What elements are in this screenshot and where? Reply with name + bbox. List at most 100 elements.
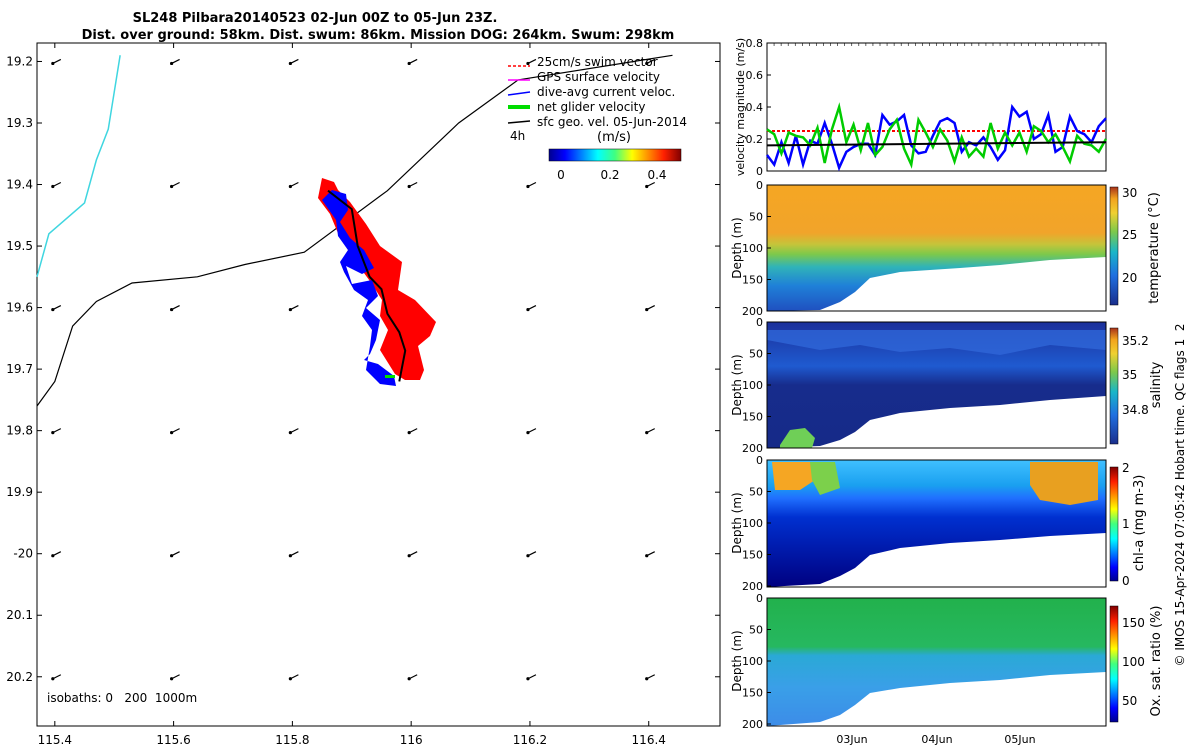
geostrophic-arrow-head [645,431,649,435]
geostrophic-arrow-head [526,554,530,558]
section-y-tick-label: 150 [742,274,763,287]
map-legend: 25cm/s swim vector GPS surface velocity … [507,55,687,182]
salinity-ylabel: Depth (m) [730,354,744,415]
map-y-tick-label: 19.8 [6,424,33,438]
section-panels: Depth (m) 20 25 30 temperature (°C) 0501… [730,179,1164,746]
geostrophic-arrow-head [407,677,411,681]
geostrophic-arrow-head [288,554,292,558]
oxygen-cbar-tick-100: 100 [1122,655,1145,669]
velocity-y-ticks: 0 0.2 0.4 0.6 0.8 [746,37,771,178]
map-y-tick-label: 19.9 [6,485,33,499]
geostrophic-arrow-head [645,61,649,66]
legend-sfc-geo-label: sfc geo. vel. 05-Jun-2014 [537,115,687,129]
section-y-tick-label: 50 [749,624,763,637]
geostrophic-arrow-head [407,431,411,435]
salinity-cbar-tick-1: 35 [1122,368,1137,382]
geostrophic-arrow-head [407,61,411,66]
oxygen-cbar-tick-150: 150 [1122,616,1145,630]
oxygen-ylabel: Depth (m) [730,630,744,691]
legend-dive-avg-label: dive-avg current veloc. [537,85,675,99]
map-y-tick-label: 19.7 [6,362,33,376]
map-y-tick-label: 19.5 [6,239,33,253]
temperature-cbar-tick-30: 30 [1122,186,1137,200]
map-axes-frame [36,42,721,727]
legend-sfc-geo-arrow [507,120,531,124]
velocity-y-tick-label: 0.6 [746,69,764,82]
map-y-tick-label: 20.2 [6,670,33,684]
chl-a-colorbar [1109,466,1119,582]
oxygen-colorbar [1109,605,1119,723]
temperature-field [767,185,1106,311]
section-y-tick-label: 0 [756,454,763,467]
temperature-colorbar [1109,186,1119,306]
title-line2: Dist. over ground: 58km. Dist. swum: 86k… [82,28,675,43]
map-y-tick-label: -20 [13,547,33,561]
geostrophic-arrow-head [170,677,174,681]
glider-vector-ribbon [318,178,436,386]
speed-colorbar [548,148,682,162]
oxygen-field [767,598,1106,726]
geostrophic-arrow-head [170,61,174,66]
geostrophic-arrow-head [170,554,174,558]
temperature-cbar-label: temperature (°C) [1147,192,1162,304]
map-x-tick-label: 115.4 [38,733,72,747]
velocity-y-tick-label: 0.2 [746,133,764,146]
geostrophic-arrow-head [51,184,55,189]
velocity-top-ticks [766,43,1107,46]
legend-swim-vector-label: 25cm/s swim vector [537,55,658,69]
chl-a-cbar-tick-2: 2 [1122,461,1130,475]
salinity-surface-feature [767,330,1106,355]
oxygen-panel: Depth (m) 50 100 150 Ox. sat. ratio (%) … [730,592,1164,731]
salinity-y-ticks: 0 50 100 150 200 [742,316,771,455]
geostrophic-arrow-head [51,677,55,681]
legend-interval-label: 4h [510,129,525,143]
temperature-y-ticks: 0 50 100 150 200 [742,179,771,318]
geostrophic-arrow-head [407,184,411,189]
geostrophic-arrow-head [288,677,292,681]
chl-a-field [767,460,1106,587]
chl-a-cbar-tick-1: 1 [1122,517,1130,531]
oxygen-cbar-label: Ox. sat. ratio (%) [1149,606,1164,717]
section-y-tick-label: 50 [749,486,763,499]
oxygen-cbar-tick-50: 50 [1122,694,1137,708]
chl-a-surface-patch-1 [772,462,815,490]
geostrophic-arrow-head [51,61,55,66]
salinity-cbar-tick-0: 34.8 [1122,403,1149,417]
geostrophic-arrow-head [526,61,530,66]
colorbar-tick-2: 0.4 [647,168,666,182]
temperature-panel: Depth (m) 20 25 30 temperature (°C) 0 50 1… [730,179,1162,318]
geostrophic-arrow-head [407,554,411,558]
section-y-tick-label: 0 [756,316,763,329]
legend-dive-avg-arrow [507,91,531,96]
map-x-tick-label: 116.2 [513,733,547,747]
section-y-tick-label: 100 [742,242,763,255]
net-velocity-marker [385,375,395,378]
map-y-tick-label: 19.4 [6,178,33,192]
map-y-tick-label: 19.2 [6,54,33,68]
section-y-tick-label: 100 [742,517,763,530]
salinity-cbar-label: salinity [1149,361,1164,408]
chl-a-cbar-tick-0: 0 [1122,574,1130,588]
chl-a-cbar-label: chl-a (mg m-3) [1132,475,1147,572]
chl-a-surface-patch-3 [810,462,840,495]
geostrophic-arrow-head [288,184,292,189]
glider-track-line [327,189,407,382]
oxygen-axes-frame [766,597,1107,727]
velocity-series-net-glider-velocity [766,102,1108,169]
section-y-tick-label: 100 [742,379,763,392]
salinity-colorbar [1109,327,1119,445]
section-y-tick-label: 150 [742,411,763,424]
salinity-deep-feature [780,428,815,448]
legend-gps-label: GPS surface velocity [537,70,660,84]
colorbar-tick-0: 0 [557,168,565,182]
section-y-tick-label: 200 [742,305,763,318]
time-tick-05jun: 05Jun [1004,733,1035,746]
velocity-series [766,102,1108,172]
section-y-tick-label: 0 [756,179,763,192]
geostrophic-arrow-head [51,554,55,558]
salinity-panel: Depth (m) 34.8 35 35.2 salinity 0 50 100 15… [730,316,1164,455]
swim-vector-fill [318,178,436,380]
copyright-label: © IMOS 15-Apr-2024 07:05:42 Hobart time.… [1173,324,1187,667]
geostrophic-arrow-head [288,61,292,66]
